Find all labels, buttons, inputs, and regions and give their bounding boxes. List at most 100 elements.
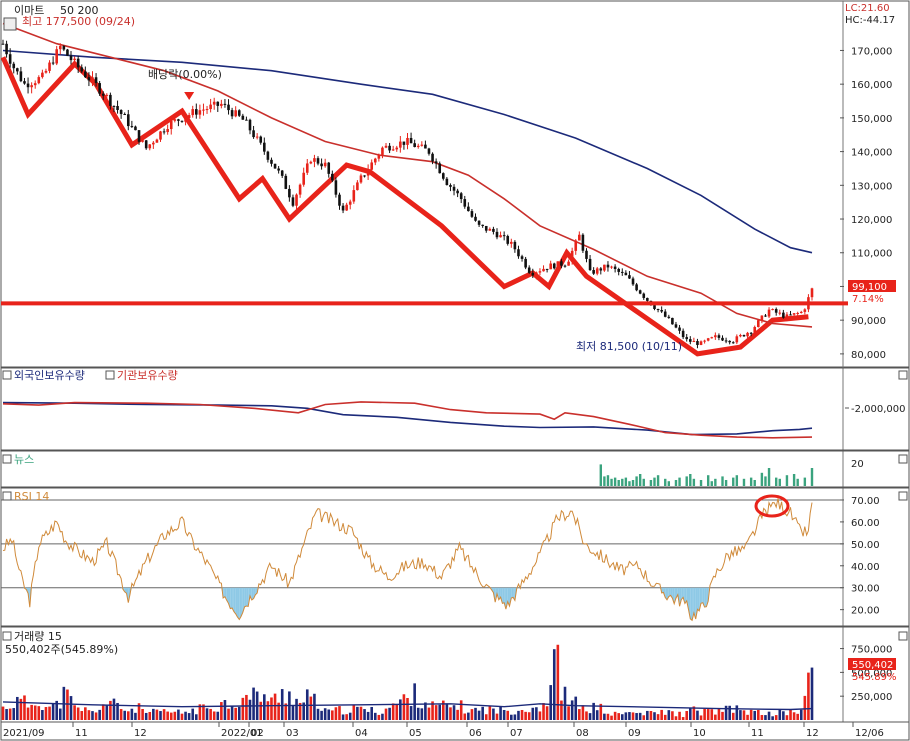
news-bar xyxy=(678,477,681,486)
candle-body xyxy=(259,136,263,143)
chart-settings-icon[interactable] xyxy=(3,17,17,31)
volume-bar xyxy=(420,708,424,720)
volume-bar xyxy=(620,714,624,720)
volume-bar xyxy=(674,716,678,720)
volume-bar xyxy=(320,710,323,720)
volume-bar xyxy=(352,705,356,720)
candle-body xyxy=(427,148,431,154)
price-ytick-label: 130,000 xyxy=(851,181,892,192)
volume-bar xyxy=(1,706,5,720)
news-bar xyxy=(796,478,799,486)
ma-params: 50 200 xyxy=(60,4,99,17)
volume-bar xyxy=(169,712,173,720)
news-bar xyxy=(638,474,642,486)
trend-zigzag-line xyxy=(0,56,809,357)
news-panel-frame xyxy=(0,450,910,488)
volume-bar xyxy=(427,707,431,720)
inst-toggle-icon[interactable] xyxy=(105,370,115,380)
candle-body xyxy=(721,337,724,341)
rsi-oversold-fill xyxy=(679,587,682,607)
volume-bar xyxy=(55,700,58,720)
volume-bar xyxy=(266,701,270,720)
candle-body xyxy=(746,332,749,337)
news-bar xyxy=(653,477,656,486)
candle-body xyxy=(105,94,109,96)
news-bar xyxy=(689,474,692,486)
volume-bar xyxy=(76,707,80,720)
volume-toggle-icon[interactable] xyxy=(2,631,12,641)
x-tick-label: 02 xyxy=(251,728,264,739)
candle-body xyxy=(767,309,771,317)
news-bar xyxy=(631,480,635,486)
candle-body xyxy=(459,193,463,200)
candle-body xyxy=(735,336,739,343)
candle-body xyxy=(470,211,474,217)
rsi-oversold-fill xyxy=(244,587,247,607)
candle-body xyxy=(162,131,166,133)
candle-body xyxy=(73,58,76,61)
rsi-toggle-icon[interactable] xyxy=(2,491,12,501)
candle-body xyxy=(674,324,678,328)
news-toggle-icon[interactable] xyxy=(2,454,12,464)
volume-bar xyxy=(538,711,542,720)
candle-body xyxy=(48,62,51,71)
volume-bar xyxy=(656,714,660,720)
rsi-oversold-fill xyxy=(683,587,685,604)
volume-bar xyxy=(173,711,177,720)
volume-bar xyxy=(667,710,671,720)
last-price: 99,100 xyxy=(852,282,887,293)
rsi-oversold-fill xyxy=(692,587,694,621)
volume-bar xyxy=(731,712,735,720)
volume-bar xyxy=(774,715,778,720)
volume-bar xyxy=(434,705,438,720)
candle-body xyxy=(778,312,782,314)
holdings-close-icon[interactable] xyxy=(898,370,908,380)
volume-bar xyxy=(205,708,209,720)
volume-bar xyxy=(220,702,223,720)
news-bar xyxy=(778,478,781,486)
news-bar xyxy=(714,478,717,486)
candle-body xyxy=(184,117,187,122)
news-close-icon[interactable] xyxy=(898,454,908,464)
volume-bar xyxy=(531,707,535,720)
candle-body xyxy=(241,115,245,120)
news-bar xyxy=(760,472,764,486)
volume-bar xyxy=(109,700,112,720)
holdings-toggle-icon[interactable] xyxy=(2,370,12,380)
volume-bar xyxy=(284,703,288,720)
volume-bar xyxy=(241,697,245,720)
last-price-badge xyxy=(848,280,896,292)
candle-body xyxy=(456,190,459,194)
candle-body xyxy=(116,105,119,110)
news-bar xyxy=(785,475,789,486)
candle-body xyxy=(642,293,646,298)
volume-bar xyxy=(688,707,692,720)
rsi-ytick-label: 40.00 xyxy=(851,562,880,573)
volume-bar xyxy=(105,705,109,720)
rsi-oversold-fill xyxy=(230,587,233,609)
candle-body xyxy=(356,182,359,191)
volume-close-icon[interactable] xyxy=(898,631,908,641)
volume-bar xyxy=(631,712,635,720)
volume-bar xyxy=(592,702,595,720)
volume-bar xyxy=(191,708,195,720)
rsi-oversold-fill xyxy=(233,587,236,614)
volume-bar xyxy=(771,716,774,720)
volume-bar xyxy=(263,694,266,720)
volume-bar xyxy=(463,713,467,720)
rsi-close-icon[interactable] xyxy=(898,491,908,501)
candle-body xyxy=(384,145,388,148)
candle-body xyxy=(678,327,681,331)
candle-body xyxy=(1,43,5,45)
volume-bar xyxy=(223,700,227,720)
volume-bar xyxy=(710,709,714,720)
volume-bar xyxy=(399,699,402,720)
price-ytick-label: 160,000 xyxy=(851,80,892,91)
rsi-line xyxy=(2,498,813,622)
x-tick-label: 08 xyxy=(576,728,589,739)
volume-bar xyxy=(810,667,814,720)
volume-bar xyxy=(384,708,388,720)
volume-bar xyxy=(291,705,295,720)
